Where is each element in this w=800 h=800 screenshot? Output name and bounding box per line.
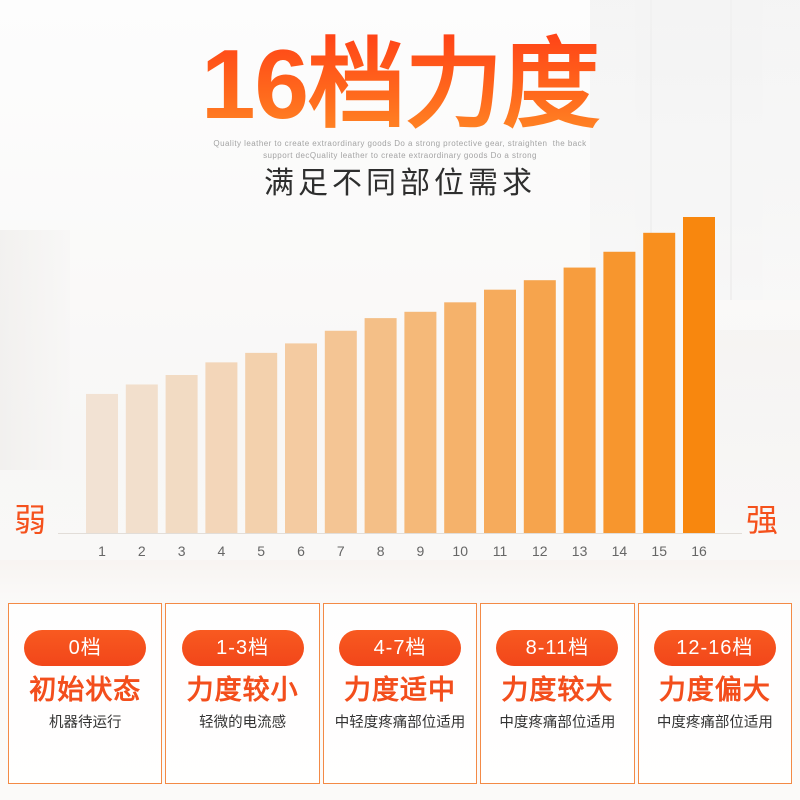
level-badge: 1-3档	[181, 630, 304, 666]
x-tick-label: 8	[377, 543, 385, 559]
strong-scale-label: 强	[746, 502, 779, 538]
level-description: 中度疼痛部位适用	[499, 715, 616, 731]
x-tick-label: 15	[651, 543, 667, 559]
x-tick-label: 14	[612, 543, 628, 559]
bar-level-13	[563, 267, 596, 533]
bar-level-10	[444, 302, 477, 533]
subtitle: 满足不同部位需求	[264, 167, 536, 200]
x-tick-label: 7	[337, 543, 345, 559]
level-title: 力度适中	[344, 675, 457, 705]
level-title: 力度偏大	[658, 675, 771, 705]
bar-level-4	[205, 362, 238, 533]
x-tick-label: 16	[691, 543, 707, 559]
bar-level-5	[245, 352, 278, 533]
x-tick-label: 9	[417, 543, 425, 559]
bar-level-11	[484, 289, 516, 533]
level-card: 1-3档 力度较小 轻微的电流感	[165, 603, 320, 784]
x-tick-label: 1	[98, 543, 106, 559]
level-description: 中轻度疼痛部位适用	[334, 715, 466, 731]
bar-level-3	[165, 375, 198, 533]
level-title: 力度较大	[501, 675, 614, 705]
main-title: 16档力度	[0, 28, 800, 141]
bar-level-7	[324, 330, 357, 533]
x-tick-label: 5	[257, 543, 265, 559]
english-tagline-line: Quality leather to create extraordinary …	[213, 139, 587, 148]
bar-level-12	[523, 280, 556, 533]
level-card: 8-11档 力度较大 中度疼痛部位适用	[480, 603, 635, 784]
x-tick-label: 11	[493, 543, 508, 559]
bar-level-14	[603, 251, 636, 533]
weak-scale-label: 弱	[14, 502, 47, 538]
level-card: 4-7档 力度适中 中轻度疼痛部位适用	[322, 603, 478, 784]
level-card: 0档 初始状态 机器待运行	[8, 603, 163, 784]
bar-level-9	[404, 311, 437, 533]
x-tick-label: 12	[532, 543, 548, 559]
level-badge: 4-7档	[339, 630, 462, 666]
bar-level-2	[125, 384, 158, 533]
intensity-bar-chart: 1 2 3 4 5 6 7 8 9 10 11 12 13 14 15 16	[58, 217, 742, 559]
level-title: 力度较小	[186, 675, 299, 705]
x-tick-label: 3	[178, 543, 186, 559]
level-card: 12-16档 力度偏大 中度疼痛部位适用	[637, 603, 793, 784]
level-description: 中度疼痛部位适用	[656, 715, 773, 731]
x-tick-label: 2	[138, 543, 146, 559]
bar-level-16	[683, 217, 715, 533]
bar-level-8	[364, 318, 397, 533]
level-description: 轻微的电流感	[199, 715, 287, 731]
x-tick-label: 4	[218, 543, 226, 559]
bar-level-15	[643, 232, 676, 534]
level-title: 初始状态	[29, 675, 142, 705]
bar-level-1	[86, 393, 118, 533]
bar-level-6	[285, 343, 317, 533]
level-description: 机器待运行	[48, 715, 122, 731]
level-badge: 8-11档	[496, 630, 619, 666]
level-cards: 0档 初始状态 机器待运行 1-3档 力度较小 轻微的电流感 4-7档 力度适中…	[8, 603, 793, 784]
x-tick-label: 6	[297, 543, 305, 559]
level-badge: 0档	[24, 630, 147, 666]
x-tick-label: 10	[452, 543, 468, 559]
english-tagline-line: support decQuality leather to create ext…	[263, 151, 537, 160]
x-tick-label: 13	[572, 543, 588, 559]
level-badge: 12-16档	[653, 630, 776, 666]
